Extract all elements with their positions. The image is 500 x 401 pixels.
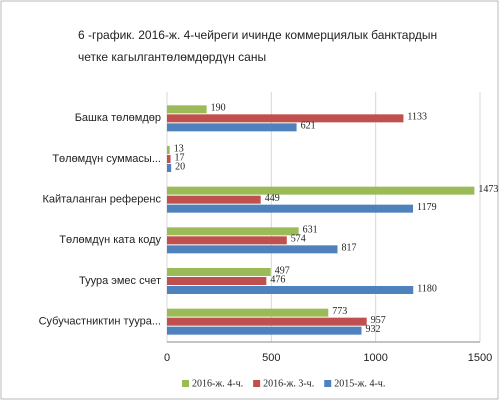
data-label: 497 <box>275 265 290 276</box>
bar <box>167 326 362 335</box>
data-label: 957 <box>371 315 386 326</box>
y-tick-label: Кайталанган референс <box>42 194 161 206</box>
bar <box>167 155 171 163</box>
data-label: 1180 <box>417 283 437 294</box>
data-label: 574 <box>291 234 306 245</box>
bar <box>167 146 170 154</box>
data-label: 20 <box>175 161 185 172</box>
data-label: 773 <box>332 306 347 317</box>
bar <box>167 123 297 132</box>
x-tick-label: 0 <box>164 352 170 364</box>
bar <box>167 186 475 195</box>
data-label: 17 <box>175 152 185 163</box>
data-label: 1473 <box>478 184 498 195</box>
bar <box>167 286 414 294</box>
legend-label: 2015-ж. 4-ч. <box>334 378 385 389</box>
data-label: 932 <box>365 324 380 335</box>
legend-label: 2016-ж. 3-ч. <box>263 378 314 389</box>
legend-swatch <box>324 380 332 387</box>
bar <box>167 308 329 317</box>
data-label: 13 <box>174 143 184 154</box>
data-label: 817 <box>341 243 356 254</box>
data-label: 449 <box>265 193 280 204</box>
x-tick-label: 500 <box>262 352 280 364</box>
y-tick-label: Башка төлөмдөр <box>75 112 161 124</box>
data-label: 621 <box>301 121 316 132</box>
data-label: 476 <box>270 274 285 285</box>
x-tick-label: 1500 <box>468 352 492 364</box>
data-label: 1179 <box>417 202 437 213</box>
bar <box>167 114 404 123</box>
chart-title: 6 -график. 2016-ж. 4-чейреги ичинде комм… <box>78 28 437 42</box>
bar <box>167 227 299 236</box>
legend-swatch <box>182 380 189 387</box>
y-tick-label: Субучастниктин туура... <box>39 316 161 328</box>
legend-swatch <box>253 380 261 387</box>
bar <box>167 317 367 326</box>
bar <box>167 164 172 172</box>
bar <box>167 105 207 114</box>
y-tick-label: Туура эмес счет <box>79 275 161 287</box>
legend-label: 2016-ж. 4-ч. <box>192 378 243 389</box>
chart-title: четке кагылгантөлөмдөрдүн саны <box>78 50 266 64</box>
y-tick-label: Төлөмдүн суммасы... <box>52 153 161 165</box>
data-label: 1133 <box>407 112 427 123</box>
bar <box>167 245 338 254</box>
data-label: 190 <box>211 103 226 114</box>
bar <box>167 236 287 245</box>
y-tick-label: Төлөмдүн ката коду <box>59 234 161 246</box>
bar <box>167 195 261 204</box>
bar <box>167 204 414 213</box>
x-tick-label: 1000 <box>363 352 387 364</box>
bar <box>167 268 271 276</box>
bar <box>167 277 267 285</box>
data-label: 631 <box>303 225 318 236</box>
